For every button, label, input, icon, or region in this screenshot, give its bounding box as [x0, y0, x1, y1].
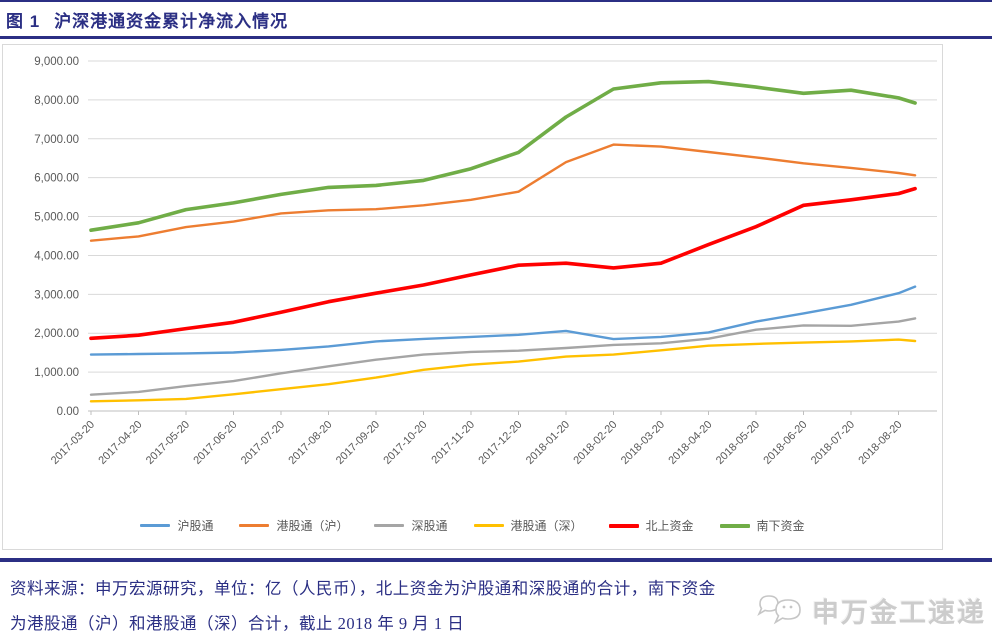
- legend-item: 南下资金: [719, 517, 805, 534]
- figure-title: 图 1 沪深港通资金累计净流入情况: [6, 7, 986, 32]
- legend-item: 港股通（沪）: [239, 517, 348, 534]
- source-note-line2: 为港股通（沪）和港股通（深）合计，截止 2018 年 9 月 1 日: [10, 614, 465, 633]
- figure-header: 图 1 沪深港通资金累计净流入情况: [0, 0, 992, 39]
- x-axis-label: 2018-08-20: [856, 419, 904, 467]
- legend-line-swatch: [239, 524, 270, 527]
- legend-item: 深股通: [374, 517, 448, 534]
- legend-label: 港股通（深）: [510, 519, 583, 533]
- line-chart: 0.00 1,000.00 2,000.00 3,000.00 4,000.00 5,00…: [34, 56, 937, 467]
- series-港股通（沪）: [89, 143, 917, 242]
- series-南下资金: [89, 79, 917, 232]
- x-axis-label: 2017-11-20: [429, 419, 477, 467]
- watermark-text: 申万金工速递: [812, 597, 986, 628]
- legend-line-swatch: [719, 523, 750, 528]
- speech-bubbles-icon: [757, 595, 801, 625]
- y-axis-label: 4,000.00: [34, 250, 79, 262]
- source-notes: 资料来源：申万宏源研究，单位：亿（人民币），北上资金为沪股通和深股通的合计，南下…: [0, 562, 992, 641]
- y-axis-label: 0.00: [57, 406, 79, 418]
- y-axis-label: 9,000.00: [34, 56, 79, 68]
- series-深股通: [89, 317, 917, 396]
- x-axis-label: 2018-06-20: [761, 419, 809, 467]
- legend-label: 深股通: [411, 519, 448, 533]
- source-note-line1: 资料来源：申万宏源研究，单位：亿（人民币），北上资金为沪股通和深股通的合计，南下…: [10, 579, 716, 598]
- y-axis-label: 3,000.00: [34, 289, 79, 301]
- legend-label: 北上资金: [645, 519, 694, 533]
- x-axis-label: 2018-01-20: [524, 419, 572, 467]
- legend-label: 南下资金: [756, 519, 805, 533]
- x-axis-label: 2018-03-20: [619, 419, 667, 467]
- x-axis-label: 2017-06-20: [191, 419, 239, 467]
- chart-area: 0.00 1,000.00 2,000.00 3,000.00 4,000.00 5,00…: [2, 44, 943, 550]
- figure-title-text: 沪深港通资金累计净流入情况: [54, 12, 289, 31]
- legend-label: 沪股通: [177, 519, 214, 533]
- y-axis-label: 7,000.00: [34, 134, 79, 146]
- x-axis-label: 2017-05-20: [144, 419, 192, 467]
- series-港股通（深）: [89, 338, 917, 403]
- x-axis-label: 2018-07-20: [809, 419, 857, 467]
- y-axis-label: 6,000.00: [34, 173, 79, 185]
- series-沪股通: [89, 285, 917, 356]
- series-北上资金: [89, 186, 917, 341]
- x-axis-label: 2017-08-20: [286, 419, 334, 467]
- x-axis-label: 2017-07-20: [239, 419, 287, 467]
- legend-line-swatch: [374, 524, 405, 527]
- x-axis-label: 2017-03-20: [49, 419, 97, 467]
- y-axis-label: 2,000.00: [34, 328, 79, 340]
- y-axis-label: 5,000.00: [34, 212, 79, 224]
- x-axis-label: 2018-02-20: [571, 419, 619, 467]
- legend-item: 港股通（深）: [473, 517, 583, 534]
- chart-legend: 沪股通 港股通（沪） 深股通 港股通（深） 北上资金 南下资金: [3, 517, 942, 534]
- x-axis-label: 2018-05-20: [714, 419, 762, 467]
- bottom-divider: [0, 558, 992, 562]
- figure-number: 图 1: [6, 12, 41, 31]
- legend-item: 北上资金: [608, 517, 694, 534]
- legend-line-swatch: [140, 524, 171, 527]
- legend-item: 沪股通: [140, 517, 213, 534]
- y-axis-label: 1,000.00: [34, 367, 79, 379]
- legend-line-swatch: [608, 523, 639, 528]
- x-axis-label: 2017-10-20: [381, 419, 429, 467]
- legend-label: 港股通（沪）: [276, 519, 349, 533]
- legend-line-swatch: [473, 524, 504, 527]
- y-axis-label: 8,000.00: [34, 95, 79, 107]
- watermark-logo: 申万金工速递: [754, 588, 986, 632]
- x-axis-label: 2017-09-20: [334, 419, 382, 467]
- x-axis-label: 2017-12-20: [476, 419, 524, 467]
- x-axis-label: 2017-04-20: [96, 419, 144, 467]
- x-axis-label: 2018-04-20: [666, 419, 714, 467]
